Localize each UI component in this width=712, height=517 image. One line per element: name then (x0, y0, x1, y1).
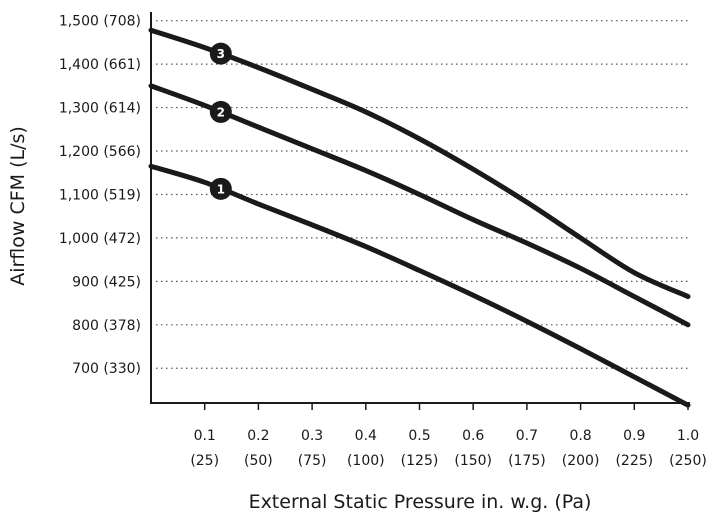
x-tick-value: 0.4 (355, 428, 377, 444)
y-tick-label: 1,300 (614) (59, 101, 141, 117)
x-tick-pascal: (125) (401, 453, 439, 469)
series-markers: 1 2 3 (209, 42, 232, 200)
x-tick-pascal: (75) (298, 453, 327, 469)
x-tick-pascal: (175) (508, 453, 546, 469)
y-tick-label: 900 (425) (72, 274, 141, 290)
y-tick-label: 1,200 (566) (59, 144, 141, 160)
series-marker-label: 3 (217, 47, 225, 61)
series-line-1 (148, 163, 691, 408)
x-tick-pascal: (25) (190, 453, 219, 469)
x-tick-value: 0.3 (301, 428, 323, 444)
x-tick-value: 0.2 (247, 428, 269, 444)
series-marker-3 (209, 42, 232, 65)
x-tick-value: 0.7 (516, 428, 538, 444)
y-tick-label: 700 (330) (72, 361, 141, 377)
series-line-2 (148, 83, 691, 328)
x-axis-label: External Static Pressure in. w.g. (Pa) (249, 491, 592, 513)
x-tick-value: 0.5 (408, 428, 430, 444)
x-tick-pascal: (50) (244, 453, 273, 469)
x-tick-labels: 0.1 (25) 0.2 (50) 0.3 (75) 0.4 (100) 0.5 (125) 0.6… (190, 428, 707, 469)
x-tick-pascal: (225) (615, 453, 653, 469)
series-group (148, 27, 691, 408)
x-tick-pascal: (250) (669, 453, 707, 469)
x-tick-value: 0.6 (462, 428, 484, 444)
series-marker-1 (209, 177, 232, 200)
y-tick-label: 1,100 (519) (59, 187, 141, 203)
y-axis-label: Airflow CFM (L/s) (7, 126, 29, 286)
x-tick-pascal: (200) (562, 453, 600, 469)
x-tick-value: 0.8 (569, 428, 591, 444)
series-line-3 (148, 27, 691, 300)
axes (150, 12, 690, 410)
x-tick-pascal: (150) (454, 453, 492, 469)
x-tick-value: 0.1 (194, 428, 216, 444)
y-tick-label: 1,400 (661) (59, 57, 141, 73)
y-tick-label: 1,500 (708) (59, 14, 141, 30)
x-tick-value: 0.9 (623, 428, 645, 444)
y-tick-label: 1,000 (472) (59, 231, 141, 247)
series-marker-label: 2 (217, 105, 225, 119)
x-tick-pascal: (100) (347, 453, 385, 469)
series-marker-label: 1 (217, 182, 225, 196)
x-tick-value: 1.0 (677, 428, 699, 444)
series-marker-2 (209, 100, 232, 123)
y-tick-labels: 700 (330) 800 (378) 900 (425) 1,000 (472) 1,… (59, 14, 141, 378)
y-tick-label: 800 (378) (72, 318, 141, 334)
